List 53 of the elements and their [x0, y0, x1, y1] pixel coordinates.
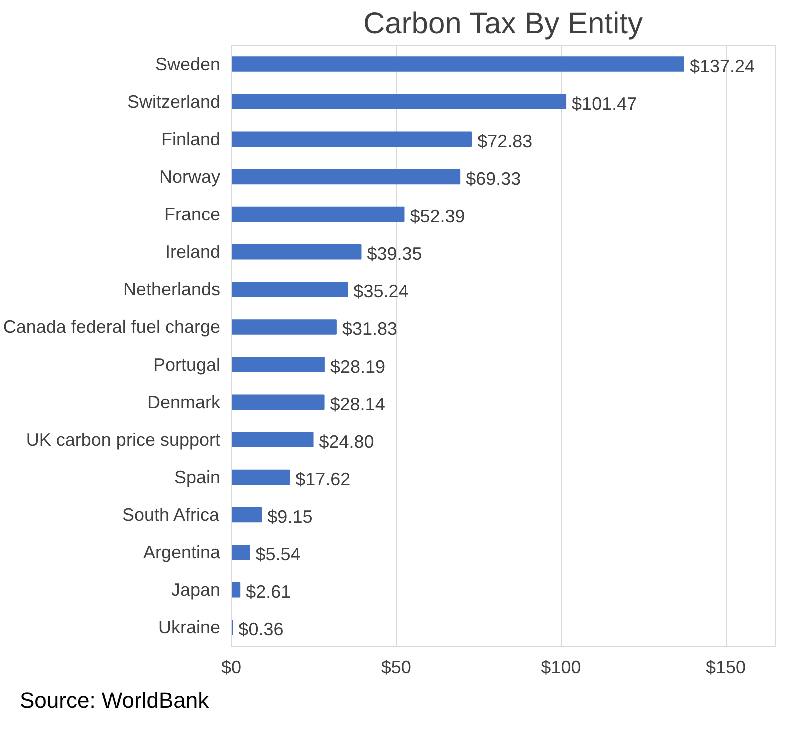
y-tick-label: South Africa	[122, 505, 220, 526]
y-tick-label: Ireland	[165, 242, 221, 262]
data-label: $2.61	[246, 582, 292, 602]
data-label: $9.15	[268, 507, 313, 528]
y-tick-label: Netherlands	[123, 280, 221, 300]
bar	[232, 320, 337, 335]
source-note: Source: WorldBank	[20, 687, 210, 715]
bar	[232, 56, 684, 72]
y-tick-label: Argentina	[143, 542, 222, 563]
data-label: $24.80	[319, 432, 374, 452]
bar	[232, 394, 325, 410]
x-tick-label: $50	[381, 658, 412, 678]
data-label: $101.47	[572, 94, 638, 114]
data-label: $52.39	[410, 206, 466, 227]
data-label: $137.24	[690, 56, 756, 76]
bar	[232, 206, 405, 222]
y-tick-label: UK carbon price support	[26, 430, 221, 450]
data-label: $72.83	[478, 131, 533, 152]
bar	[232, 132, 472, 148]
y-tick-label: Spain	[174, 467, 221, 488]
bar	[232, 244, 362, 260]
y-tick-label: Portugal	[153, 354, 221, 375]
data-label: $31.83	[342, 319, 398, 340]
bar	[232, 169, 461, 185]
y-tick-label: Ukraine	[158, 618, 221, 638]
bar	[232, 94, 567, 110]
bar	[232, 582, 241, 598]
data-label: $17.62	[296, 469, 351, 490]
data-label: $28.14	[330, 394, 386, 414]
data-label: $35.24	[354, 282, 409, 302]
chart-title: Carbon Tax By Entity	[363, 8, 644, 40]
data-label: $28.19	[330, 356, 386, 377]
data-label: $0.36	[238, 620, 284, 640]
x-tick-label: $100	[541, 658, 582, 678]
bar	[232, 544, 250, 560]
y-tick-label: Denmark	[147, 392, 222, 412]
y-tick-label: Norway	[159, 166, 220, 187]
y-tick-label: Finland	[161, 129, 221, 150]
x-tick-label: $0	[221, 658, 242, 678]
x-tick-label: $150	[706, 658, 746, 678]
y-tick-label: Sweden	[155, 54, 221, 74]
bar	[232, 432, 314, 448]
data-label: $39.35	[367, 244, 422, 264]
y-tick-label: Switzerland	[127, 92, 221, 112]
bar	[232, 507, 262, 523]
bar	[232, 470, 290, 486]
y-tick-label: France	[164, 204, 221, 225]
bar	[232, 357, 325, 372]
data-label: $69.33	[466, 168, 522, 189]
data-label: $5.54	[256, 544, 301, 565]
y-tick-label: Japan	[171, 580, 221, 600]
y-tick-label: Canada federal fuel charge	[3, 317, 221, 338]
bar	[232, 282, 348, 298]
